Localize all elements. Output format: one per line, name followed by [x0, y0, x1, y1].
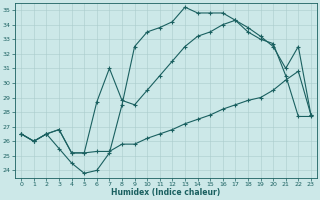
X-axis label: Humidex (Indice chaleur): Humidex (Indice chaleur) — [111, 188, 221, 197]
